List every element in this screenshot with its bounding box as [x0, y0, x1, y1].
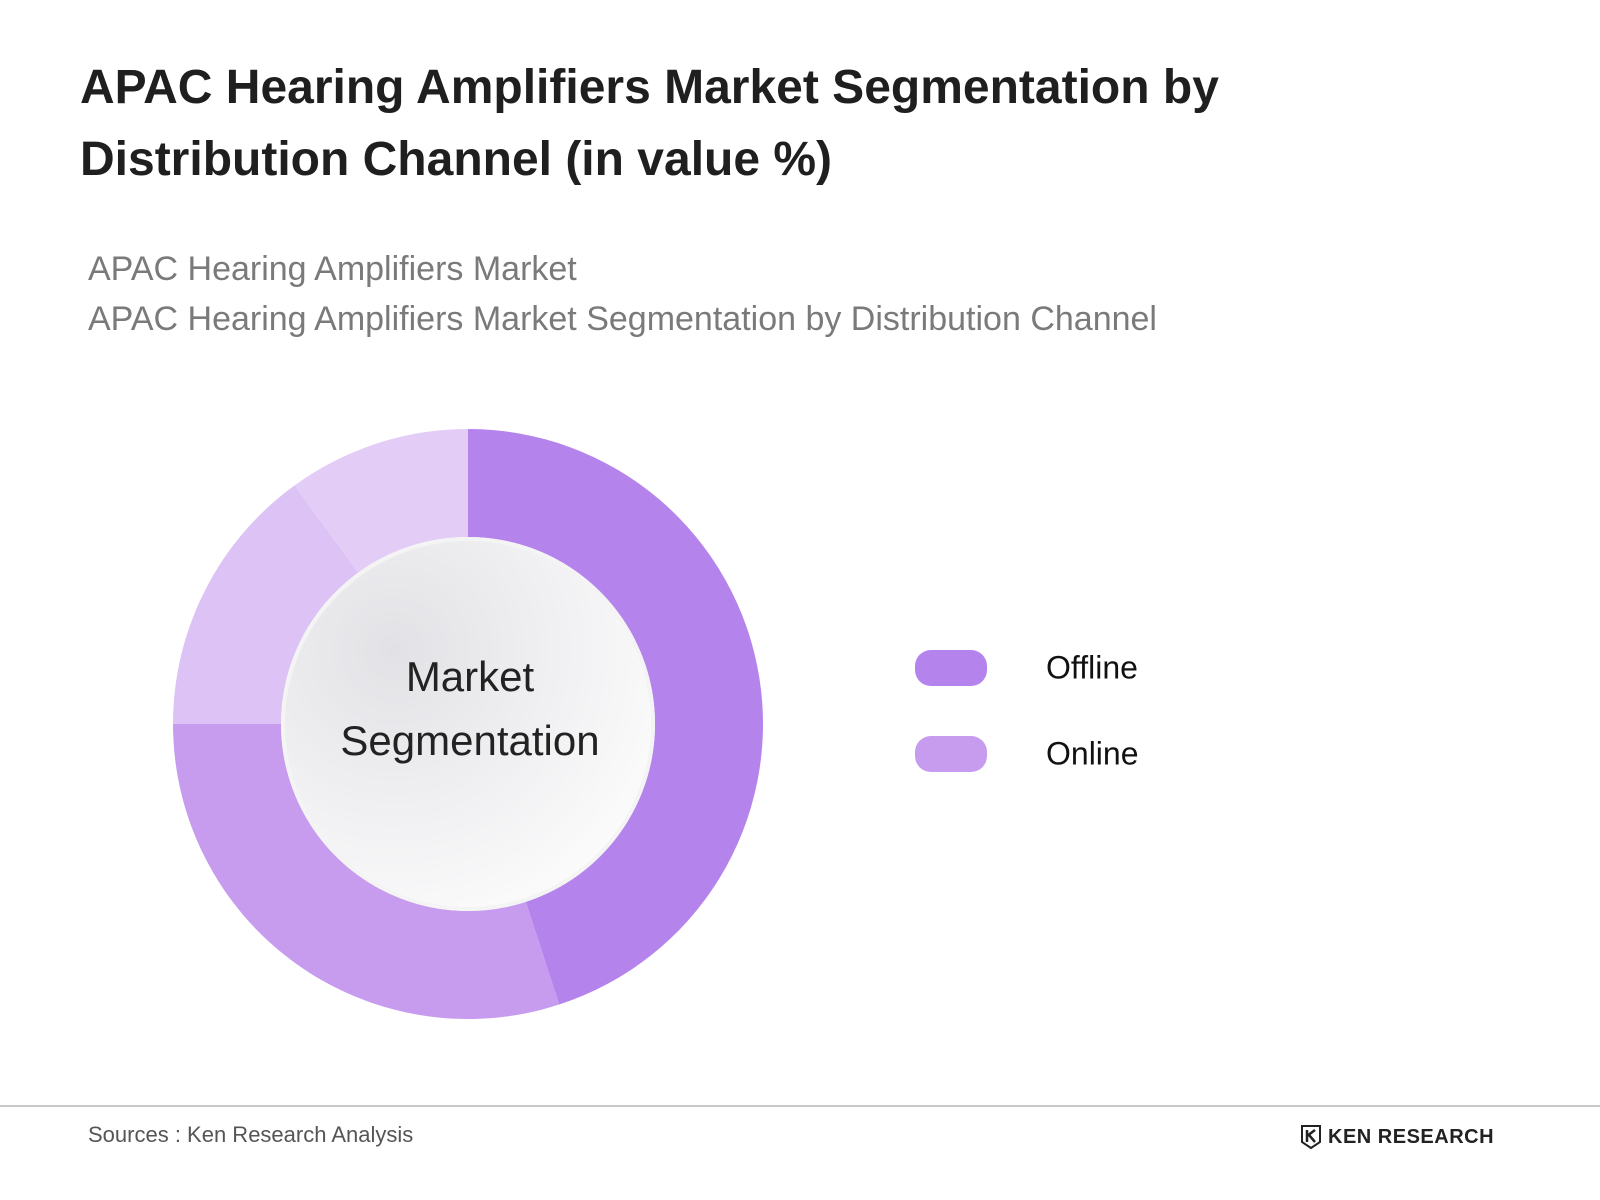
- chart-title: APAC Hearing Amplifiers Market Segmentat…: [80, 61, 1219, 186]
- donut-segment: [294, 429, 468, 573]
- center-circle: [281, 537, 655, 911]
- donut-segment: [468, 429, 763, 1005]
- legend-swatch: [915, 650, 987, 686]
- legend-swatch: [915, 736, 987, 772]
- divider: [0, 1105, 1600, 1107]
- subtitle: APAC Hearing Amplifiers Market Segmentat…: [88, 300, 1157, 338]
- logo-icon: [1301, 1125, 1321, 1150]
- chart: Offline Online: [172, 429, 1139, 1019]
- legend-label: Online: [1046, 735, 1139, 771]
- logo: KEN RESEARCH: [1300, 1124, 1494, 1150]
- donut-segment: [173, 485, 359, 724]
- source: Sources : Ken Research Analysis: [88, 1122, 414, 1147]
- subtitle: APAC Hearing Amplifiers Market: [88, 250, 577, 288]
- legend-label: Offline: [1046, 649, 1138, 685]
- center-label: Market Segmentation: [340, 653, 600, 764]
- logo-text: KEN RESEARCH: [1328, 1125, 1495, 1148]
- donut-segment: [172, 724, 560, 1019]
